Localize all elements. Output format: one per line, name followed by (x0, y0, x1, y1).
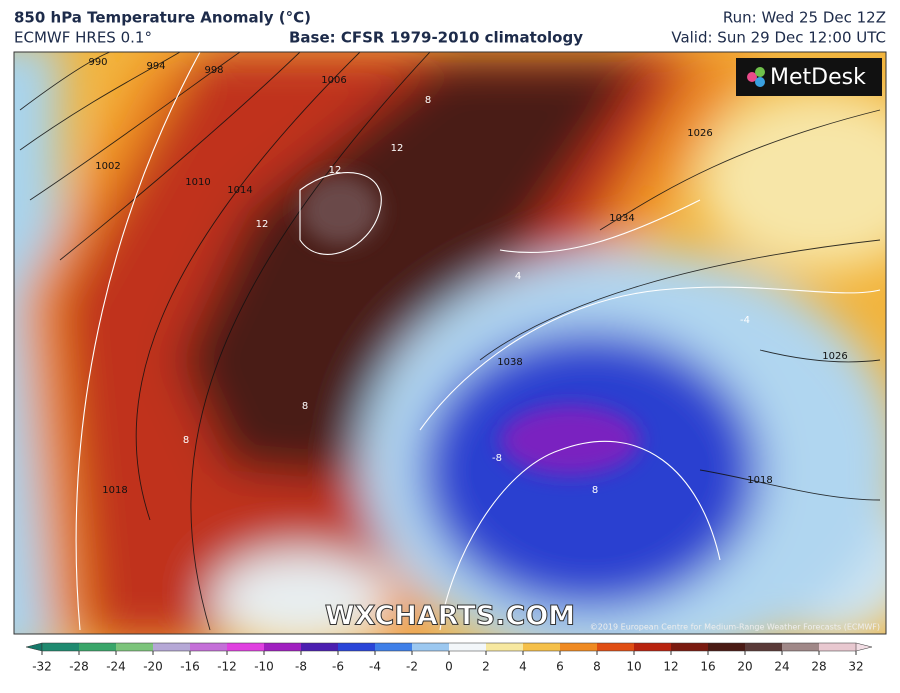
logo-text: MetDesk (770, 65, 866, 90)
anomaly-label: -4 (740, 315, 750, 326)
colorbar-tick-label: 28 (811, 660, 826, 674)
isobar-label: 1026 (822, 351, 847, 362)
colorbar-segment (301, 643, 339, 651)
isobar-label: 1006 (321, 75, 346, 86)
colorbar-segment (449, 643, 487, 651)
colorbar-segment (42, 643, 80, 651)
colorbar-segment (745, 643, 783, 651)
isobar-label: 1014 (227, 185, 252, 196)
colorbar-tick-label: -24 (106, 660, 126, 674)
colorbar-segment (671, 643, 709, 651)
colorbar: -32 -28 -24 -20 -16 -12 -10 -8 -6 -4 -2 0 2 4 6 8 10 12 16… (25, 642, 873, 674)
colorbar-segment (708, 643, 746, 651)
colorbar-segment (412, 643, 450, 651)
anomaly-label: 12 (256, 219, 269, 230)
colorbar-segment (782, 643, 820, 651)
colorbar-tick-label: 20 (737, 660, 752, 674)
colorbar-tick-label: 4 (519, 660, 527, 674)
colorbar-tick-label: 24 (774, 660, 789, 674)
colorbar-segment (375, 643, 413, 651)
base: Base: CFSR 1979-2010 climatology (289, 29, 583, 47)
colorbar-tick-label: -4 (369, 660, 381, 674)
colorbar-segment (79, 643, 117, 651)
colorbar-tick-label: 8 (593, 660, 601, 674)
colorbar-tick-label: -28 (69, 660, 89, 674)
colorbar-segment (560, 643, 598, 651)
colorbar-segment (634, 643, 672, 651)
isobar-label: 994 (146, 61, 165, 72)
colorbar-segment (338, 643, 376, 651)
anomaly-label: 12 (391, 143, 404, 154)
colorbar-segment (597, 643, 635, 651)
isobar-label: 1018 (102, 485, 127, 496)
anomaly-label: -8 (492, 453, 502, 464)
colorbar-tick-label: -16 (180, 660, 200, 674)
valid: Valid: Sun 29 Dec 12:00 UTC (671, 29, 886, 47)
colorbar-segment (190, 643, 228, 651)
isobar-label: 1002 (95, 161, 120, 172)
colorbar-segment (486, 643, 524, 651)
colorbar-tick-label: -2 (406, 660, 418, 674)
title: 850 hPa Temperature Anomaly (°C) (14, 9, 311, 27)
anomaly-label: 8 (183, 435, 189, 446)
copyright: ©2019 European Centre for Medium-Range W… (590, 623, 880, 632)
logo-icon (747, 67, 765, 87)
isobar-label: 998 (204, 65, 223, 76)
colorbar-tick-label: 2 (482, 660, 490, 674)
colorbar-tick-label: 12 (663, 660, 678, 674)
colorbar-segment (116, 643, 154, 651)
colorbar-tick-label: 6 (556, 660, 564, 674)
isobar-label: 1034 (609, 213, 634, 224)
anomaly-label: 8 (592, 485, 598, 496)
isobar-label: 1010 (185, 177, 210, 188)
isobar-label: 1038 (497, 357, 522, 368)
anomaly-label: 12 (329, 165, 342, 176)
colorbar-tick-label: 32 (848, 660, 863, 674)
logo-box (736, 58, 882, 96)
colorbar-over (855, 642, 873, 652)
colorbar-tick-label: -10 (254, 660, 274, 674)
colorbar-segment (523, 643, 561, 651)
watermark: WXCHARTS.COM (325, 601, 575, 632)
colorbar-tick-label: 10 (626, 660, 641, 674)
colorbar-tick-label: -12 (217, 660, 237, 674)
map: 990 994 998 1002 1006 1010 1014 1018 1026 1034 103… (14, 52, 886, 634)
map-frame (13, 51, 887, 635)
colorbar-tick-label: -8 (295, 660, 307, 674)
colorbar-tick-label: 16 (700, 660, 715, 674)
colorbar-segment (153, 643, 191, 651)
colorbar-tick-label: -20 (143, 660, 163, 674)
anomaly-label: 4 (515, 271, 521, 282)
colorbar-tick-label: -32 (32, 660, 52, 674)
isobar-label: 1018 (747, 475, 772, 486)
model: ECMWF HRES 0.1° (14, 29, 152, 47)
isobar-label: 1026 (687, 128, 712, 139)
colorbar-tick-label: -6 (332, 660, 344, 674)
run: Run: Wed 25 Dec 12Z (723, 9, 886, 27)
colorbar-segment (227, 643, 265, 651)
anomaly-label: 8 (302, 401, 308, 412)
anomaly-label: 8 (425, 95, 431, 106)
colorbar-segment (819, 643, 857, 651)
colorbar-segment (264, 643, 302, 651)
colorbar-under (25, 642, 43, 652)
colorbar-tick-label: 0 (445, 660, 453, 674)
isobar-label: 990 (88, 57, 107, 68)
